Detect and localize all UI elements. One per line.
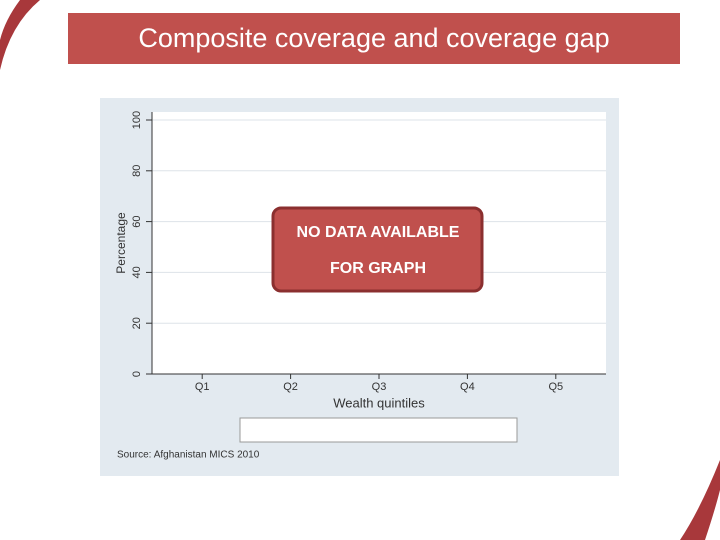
x-axis-label: Wealth quintiles [333, 395, 425, 410]
y-tick-label: 100 [131, 111, 143, 129]
annotation: NO DATA AVAILABLE [297, 224, 460, 241]
x-tick-label: Q2 [283, 381, 298, 393]
title-bar [68, 13, 680, 64]
no-data-box [271, 206, 484, 293]
y-tick-label: 60 [131, 215, 143, 227]
y-tick-label: 40 [131, 266, 143, 278]
annotation: FOR GRAPH [330, 260, 426, 277]
x-tick-label: Q4 [460, 381, 475, 393]
slide-title: Composite coverage and coverage gap [138, 23, 609, 53]
y-tick-label: 0 [131, 371, 143, 377]
legend [239, 417, 518, 443]
y-tick-label: 20 [131, 317, 143, 329]
y-tick-label: 80 [131, 165, 143, 177]
x-tick-label: Q5 [548, 381, 563, 393]
x-tick-label: Q3 [372, 381, 387, 393]
source: Source: Afghanistan MICS 2010 [117, 450, 260, 461]
y-axis-label: Percentage [114, 212, 128, 274]
corner-decoration [0, 0, 40, 70]
x-tick-label: Q1 [195, 381, 210, 393]
corner-decoration [680, 460, 720, 540]
